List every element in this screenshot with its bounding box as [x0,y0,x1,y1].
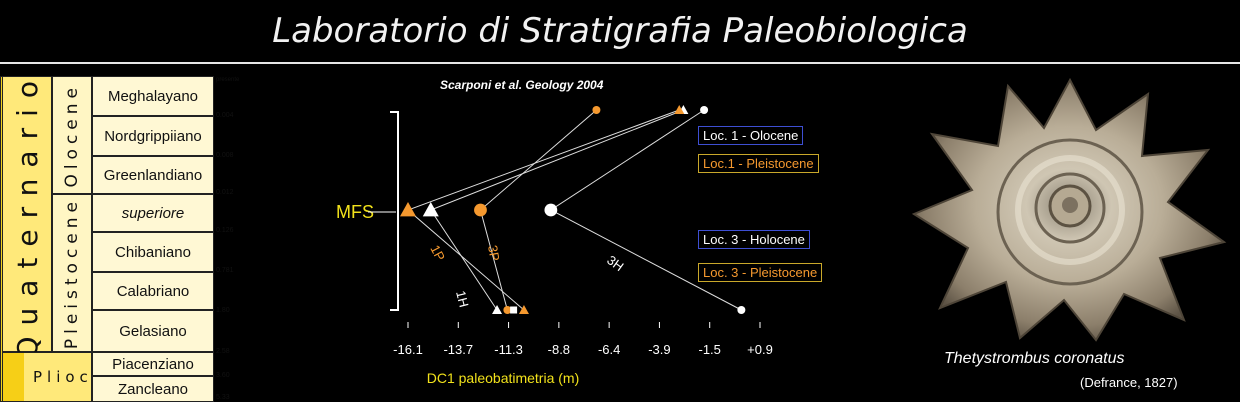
stage-gelasiano: Gelasiano [92,310,214,352]
shell-photo-icon [911,77,1227,342]
pliocene-band [2,352,24,402]
legend-loc1-olocene: Loc. 1 - Olocene [698,126,804,145]
line-label-3P: 3P [485,244,503,262]
stratigraphic-column: Quaternario Plioc Olocene Pleistocene Me… [0,70,240,402]
line-label-3H: 3H [604,252,626,274]
species-name: Thetystrombus coronatus [944,350,1125,367]
point-1P [400,202,416,217]
line-label-1H: 1H [453,289,472,309]
series-line-1P [407,109,680,311]
chart-svg: -16.1 -13.7 -11.3 -8.8 -6.4 -3.9 -1.5 +0.9 1P 3P 1… [368,105,773,357]
age-label: presente [216,77,240,83]
x-tick-label: -6.4 [598,342,620,357]
page-title: Laboratorio di Stratigrafia Paleobiologi… [272,11,968,51]
point-1H [492,305,503,314]
stage-calabriano: Calabriano [92,272,214,310]
stage-superiore: superiore [92,194,214,232]
age-label: 0.004 [216,112,234,119]
point-3P [592,106,601,114]
x-tick-label: +0.9 [747,342,773,357]
age-label: 2.58 [216,348,230,355]
age-label: 1.80 [216,307,230,314]
line-label-1P: 1P [427,242,448,263]
x-tick-label: -3.9 [648,342,670,357]
system-quaternario: Quaternario [2,70,52,358]
age-label: 0.126 [216,227,234,234]
x-tick-label: -8.8 [548,342,570,357]
x-tick-label: -1.5 [699,342,721,357]
age-label: 5.33 [216,394,230,401]
series-line-3P [479,109,597,311]
age-label: 0.781 [216,267,234,274]
chart-title: Scarponi et al. Geology 2004 [440,78,604,92]
paleobathymetry-chart: Scarponi et al. Geology 2004 MFS -16.1 -1… [320,70,860,402]
title-divider [0,62,1240,64]
age-label: 3.60 [216,372,230,379]
point-3P [474,203,487,217]
x-tick-label: -13.7 [443,342,473,357]
stage-nordgrippiiano: Nordgrippiiano [92,116,214,156]
point-3H [737,306,746,314]
point-1P [674,105,685,114]
mfs-bracket [390,111,399,311]
x-axis-label: DC1 paleobatimetria (m) [426,370,580,386]
mfs-label: MFS [336,202,374,222]
series-olocene: Olocene [52,76,92,194]
point-1H [422,202,439,217]
stage-zancleano: Zancleano [92,376,214,402]
point-3H [544,203,558,217]
legend-loc3-holocene: Loc. 3 - Holocene [698,230,810,249]
age-label: 0.008 [216,152,234,159]
species-author: (Defrance, 1827) [1080,375,1178,390]
point-3H [700,106,709,114]
point-1P [518,305,529,314]
point-square [510,306,518,314]
stage-piacenziano: Piacenziano [92,352,214,376]
stage-chibaniano: Chibaniano [92,232,214,272]
x-tick-label: -16.1 [393,342,423,357]
legend-loc1-pleistocene: Loc.1 - Pleistocene [698,154,819,173]
point-3P [503,306,512,314]
age-label: 0.012 [216,189,234,196]
stage-meghalayano: Meghalayano [92,76,214,116]
legend-loc3-pleistocene: Loc. 3 - Pleistocene [698,263,823,282]
stage-greenlandiano: Greenlandiano [92,156,214,194]
x-tick-label: -11.3 [494,342,523,357]
series-pleistocene: Pleistocene [52,194,92,352]
